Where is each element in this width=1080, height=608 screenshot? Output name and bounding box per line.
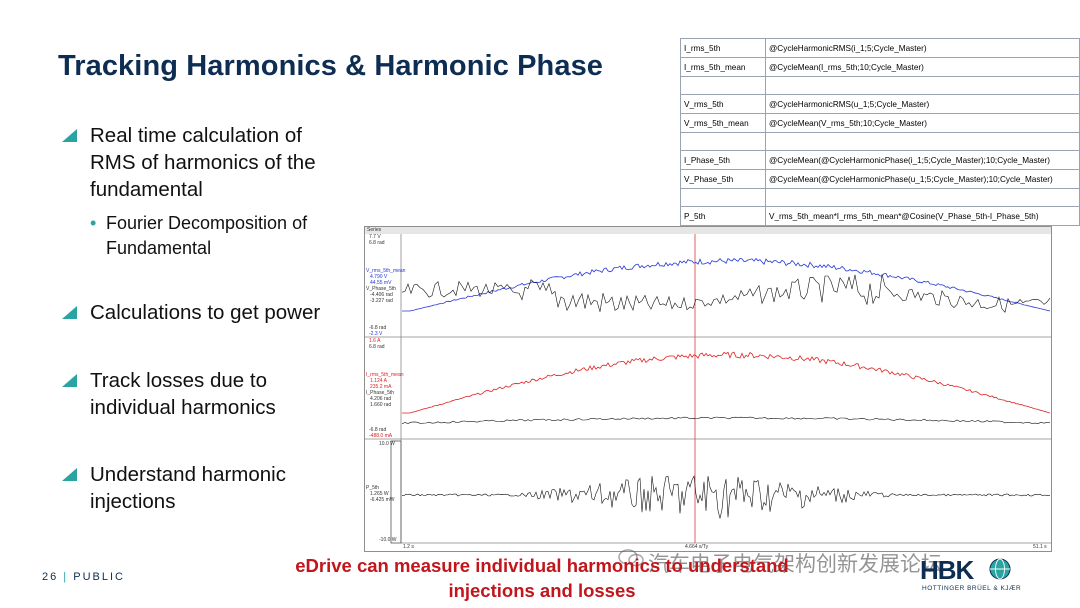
formula-name: V_Phase_5th <box>680 169 766 189</box>
panel1-top-rad: 6.8 rad <box>369 240 385 246</box>
panel1-legend: -4.406 rad <box>370 292 393 298</box>
panel3-legend: P_5th <box>366 485 380 491</box>
formula-expression: @CycleMean(V_rms_5th;10;Cycle_Master) <box>765 113 1080 133</box>
panel2-legend: 1.660 rad <box>370 402 392 408</box>
sub-bullet-dot-icon: • <box>90 213 97 233</box>
trace-i-rms-5th-mean <box>402 351 1051 414</box>
x-axis-end: 51.1 s <box>1033 544 1047 550</box>
plot-header-label: Series <box>367 227 382 233</box>
panel3-legend: 1.265 W <box>370 491 389 497</box>
trace-p-5th <box>401 475 1050 519</box>
trace-i-phase-5th <box>401 416 1051 425</box>
formula-name: I_rms_5th <box>680 38 766 58</box>
hbk-logo: HBK HOTTINGER BRÜEL & KJÆR <box>920 555 1030 600</box>
formula-name: P_5th <box>680 206 766 226</box>
formula-row: I_rms_5th_mean @CycleMean(I_rms_5th;10;Cy… <box>680 57 1080 77</box>
bullet-triangle-icon <box>62 374 77 387</box>
bullet-triangle-icon <box>62 468 77 481</box>
formula-name <box>680 188 766 207</box>
formula-expression: @CycleMean(@CycleHarmonicPhase(u_1;5;Cyc… <box>765 169 1080 189</box>
formula-row: V_rms_5th @CycleHarmonicRMS(u_1;5;Cycle_M… <box>680 94 1080 114</box>
panel2-bottom-rad: -6.8 rad <box>369 427 387 433</box>
panel1-legend: -3.227 rad <box>370 298 393 304</box>
slide-caption: eDrive can measure individual harmonics … <box>295 555 789 601</box>
panel2-legend: I_Phase_5th <box>366 390 395 396</box>
bullet-injections: Understand harmonic injections <box>62 461 352 515</box>
formula-name <box>680 76 766 95</box>
formula-expression <box>765 132 1080 151</box>
wechat-watermark-icon <box>618 549 644 567</box>
formula-row-blank <box>680 188 1080 207</box>
x-axis-start: 1.2 s <box>403 544 414 550</box>
panel1-bottom-rad: -6.8 rad <box>369 325 387 331</box>
page-number: 26 <box>42 571 59 583</box>
plot-header: Series <box>365 227 1051 234</box>
formula-expression: @CycleHarmonicRMS(u_1;5;Cycle_Master) <box>765 94 1080 114</box>
panel1-bottom-v: -2.3 V <box>369 331 383 337</box>
trace-v-phase-5th <box>401 274 1051 313</box>
panel2-bottom-a: -488.0 mA <box>369 433 393 439</box>
slide-title: Tracking Harmonics & Harmonic Phase <box>58 50 604 82</box>
sub-bullet-fourier: • Fourier Decomposition of Fundamental <box>90 211 350 261</box>
formula-row: I_Phase_5th @CycleMean(@CycleHarmonicPhas… <box>680 150 1080 170</box>
panel2-legend: 235.2 mA <box>370 384 392 390</box>
formula-row: I_rms_5th @CycleHarmonicRMS(i_1;5;Cycle_M… <box>680 38 1080 58</box>
sub-bullet-text: Fourier Decomposition of Fundamental <box>106 213 308 258</box>
logo-mark: HBK <box>920 555 974 585</box>
formula-expression: V_rms_5th_mean*I_rms_5th_mean*@Cosine(V_… <box>765 206 1080 226</box>
panel1-legend: V_Phase_5th <box>366 286 397 292</box>
formula-row: P_5th V_rms_5th_mean*I_rms_5th_mean*@Cosi… <box>680 206 1080 226</box>
formula-table: I_rms_5th @CycleHarmonicRMS(i_1;5;Cycle_M… <box>680 38 1080 226</box>
bullet-text: Track losses due to individual harmonics <box>90 369 276 419</box>
bullet-power: Calculations to get power <box>62 299 352 326</box>
formula-expression: @CycleMean(I_rms_5th;10;Cycle_Master) <box>765 57 1080 77</box>
formula-expression: @CycleMean(@CycleHarmonicPhase(i_1;5;Cyc… <box>765 150 1080 170</box>
panel2-legend: 1.124 A <box>370 378 387 384</box>
panel3-scale-box <box>390 440 402 544</box>
bullet-text: Real time calculation of RMS of harmonic… <box>90 124 316 201</box>
formula-expression: @CycleHarmonicRMS(i_1;5;Cycle_Master) <box>765 38 1080 58</box>
panel3-bottom: -10.0 W <box>379 537 397 543</box>
formula-name: I_Phase_5th <box>680 150 766 170</box>
harmonic-plot-window: Series 7.7 V 6.8 rad V_rms_5th_mean 4.79… <box>364 226 1052 552</box>
panel1-legend: 4.790 V <box>370 274 388 280</box>
bullet-triangle-icon <box>62 306 77 319</box>
panel1-top-v: 7.7 V <box>369 234 381 240</box>
bullet-text: Understand harmonic injections <box>90 463 286 513</box>
footer-page-info: 26 | PUBLIC <box>42 571 125 583</box>
panel2-top-a: 1.6 A <box>369 338 381 344</box>
formula-expression <box>765 76 1080 95</box>
bullet-realtime-rms: Real time calculation of RMS of harmonic… <box>62 122 352 203</box>
panel2-legend: I_rms_5th_mean <box>366 372 404 378</box>
bullet-losses: Track losses due to individual harmonics <box>62 367 352 421</box>
panel2-legend: 4.206 rad <box>370 396 392 402</box>
panel1-legend: V_rms_5th_mean <box>366 268 406 274</box>
formula-row-blank <box>680 76 1080 95</box>
formula-row: V_Phase_5th @CycleMean(@CycleHarmonicPhas… <box>680 169 1080 189</box>
formula-name: V_rms_5th_mean <box>680 113 766 133</box>
formula-name <box>680 132 766 151</box>
panel2-top-rad: 6.8 rad <box>369 344 385 350</box>
classification-label: PUBLIC <box>73 571 125 583</box>
formula-name: I_rms_5th_mean <box>680 57 766 77</box>
watermark-text: 汽车电子电气架构创新发展论坛 <box>648 553 942 576</box>
bullet-triangle-icon <box>62 129 77 142</box>
bullet-text: Calculations to get power <box>90 301 321 324</box>
x-axis-mid: 4.664 s/Ty <box>685 544 709 550</box>
logo-subtext: HOTTINGER BRÜEL & KJÆR <box>922 585 1022 592</box>
formula-row: V_rms_5th_mean @CycleMean(V_rms_5th;10;Cy… <box>680 113 1080 133</box>
formula-row-blank <box>680 132 1080 151</box>
panel3-legend: -6.425 mW <box>370 497 395 503</box>
plot-canvas <box>365 234 1051 544</box>
panel1-legend: 44.55 mV <box>370 280 392 286</box>
formula-expression <box>765 188 1080 207</box>
globe-icon <box>989 558 1011 580</box>
panel3-top: 10.0 W <box>379 441 395 447</box>
formula-name: V_rms_5th <box>680 94 766 114</box>
